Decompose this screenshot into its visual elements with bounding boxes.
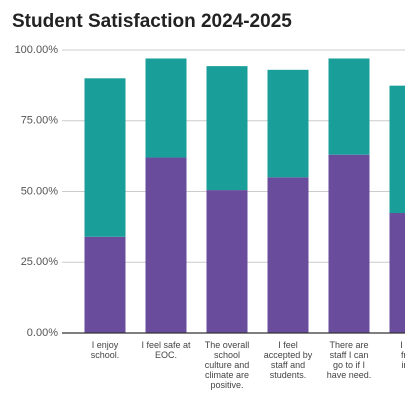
- x-tick-label: I usefromin mli: [400, 340, 405, 380]
- y-tick-label: 50.00%: [21, 185, 59, 197]
- y-tick-label: 0.00%: [27, 327, 58, 339]
- x-tick-label: The overall school culture and climate are p…: [205, 340, 250, 390]
- x-tick-label: I enjoy school.: [91, 340, 120, 360]
- bar-segment: [84, 236, 126, 333]
- bar-segment: [145, 58, 187, 158]
- y-tick-label: 75.00%: [21, 115, 59, 127]
- bar-segment: [267, 177, 309, 333]
- y-tick-label: 100.00%: [15, 44, 59, 56]
- y-tick-label: 25.00%: [21, 256, 59, 268]
- chart-title: Student Satisfaction 2024-2025: [12, 11, 292, 32]
- bar-segment: [328, 154, 370, 333]
- bar-segment: [389, 85, 405, 214]
- x-tick-label: I feel accepted by staff and students.: [264, 340, 313, 380]
- bar-segment: [84, 78, 126, 237]
- bar-segment: [206, 190, 248, 333]
- bar-segment: [267, 69, 309, 178]
- bar-segment: [328, 58, 370, 155]
- bar-segment: [389, 213, 405, 333]
- bar-segment: [206, 66, 248, 191]
- bar-segment: [145, 157, 187, 333]
- x-tick-label: I feel safe at EOC.: [141, 340, 191, 360]
